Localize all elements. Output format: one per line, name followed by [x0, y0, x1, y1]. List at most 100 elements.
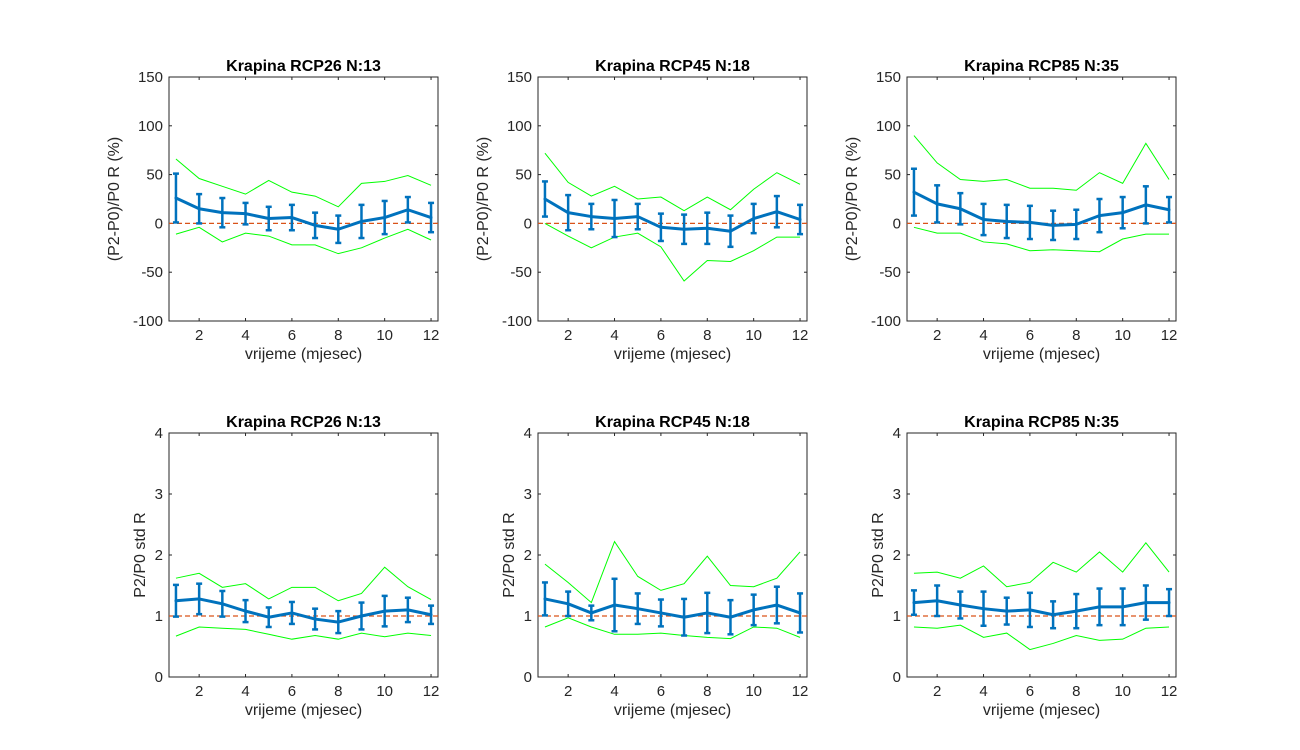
- error-bar: [634, 202, 641, 231]
- mean-line: [175, 196, 432, 231]
- error-bar: [1119, 587, 1126, 627]
- lower-bound-line: [175, 626, 432, 640]
- y-tick-label: -100: [871, 313, 901, 330]
- chart-panel-1: Krapina RCP26 N:13 2 4 6 8 10 12 -100 -50 0 50 100 1…: [106, 58, 439, 363]
- x-tick-label: 12: [1161, 327, 1178, 344]
- x-tick-label: 8: [334, 683, 342, 700]
- y-tick-label: 1: [524, 608, 532, 625]
- error-bar: [1050, 600, 1057, 630]
- upper-bound-line: [175, 158, 432, 208]
- mean-point: [935, 202, 939, 206]
- y-tick-label: 0: [893, 669, 901, 686]
- mean-point: [197, 597, 201, 601]
- y-tick-label: 150: [507, 69, 532, 86]
- mean-point: [752, 217, 756, 221]
- axes-box: [537, 432, 808, 678]
- error-bar: [265, 205, 272, 232]
- y-tick-label: 0: [155, 215, 163, 232]
- mean-point: [406, 608, 410, 612]
- lower-bound-line: [544, 222, 801, 282]
- mean-point: [728, 229, 732, 233]
- lower-bound-line: [175, 226, 432, 255]
- mean-point: [682, 227, 686, 231]
- error-bar: [1166, 195, 1173, 224]
- x-tick-label: 8: [703, 683, 711, 700]
- error-bar: [1142, 584, 1149, 621]
- x-tick-label: 10: [376, 327, 393, 344]
- chart-title: Krapina RCP26 N:13: [226, 414, 381, 431]
- error-bar: [934, 184, 941, 224]
- x-tick-label: 4: [241, 683, 249, 700]
- x-axis-label: vrijeme (mjesec): [983, 702, 1100, 719]
- error-bar: [910, 167, 917, 217]
- y-tick-label: 100: [507, 118, 532, 135]
- x-tick-label: 4: [979, 683, 987, 700]
- error-bar: [1119, 195, 1126, 230]
- y-tick-label: -50: [510, 264, 532, 281]
- y-axis-label: P2/P0 std R: [501, 512, 518, 597]
- error-bar: [242, 201, 249, 226]
- mean-point: [912, 601, 916, 605]
- mean-point: [359, 614, 363, 618]
- mean-point: [220, 211, 224, 215]
- mean-point: [543, 597, 547, 601]
- error-bar: [634, 592, 641, 626]
- mean-line: [913, 190, 1170, 227]
- error-bar: [910, 589, 917, 617]
- error-bar: [172, 583, 179, 618]
- error-bar: [1096, 197, 1103, 234]
- error-bar: [565, 590, 572, 618]
- mean-point: [429, 613, 433, 617]
- error-bar: [657, 598, 664, 628]
- x-tick-label: 2: [933, 683, 941, 700]
- x-tick-label: 4: [610, 327, 618, 344]
- mean-point: [589, 215, 593, 219]
- x-axis-label: vrijeme (mjesec): [614, 702, 731, 719]
- upper-bound-line: [544, 152, 801, 212]
- y-tick-label: 50: [884, 167, 901, 184]
- error-bar: [541, 581, 548, 617]
- x-tick-label: 12: [1161, 683, 1178, 700]
- error-bar: [750, 593, 757, 627]
- x-tick-label: 8: [703, 327, 711, 344]
- mean-point: [705, 611, 709, 615]
- mean-point: [659, 225, 663, 229]
- axes-box: [906, 76, 1177, 322]
- error-bar: [1096, 587, 1103, 627]
- error-bar: [358, 601, 365, 631]
- y-tick-label: 1: [155, 608, 163, 625]
- x-tick-label: 6: [657, 327, 665, 344]
- x-tick-label: 12: [423, 327, 440, 344]
- upper-bound-line: [913, 541, 1170, 588]
- x-axis-label: vrijeme (mjesec): [983, 346, 1100, 363]
- mean-point: [752, 608, 756, 612]
- mean-point: [982, 607, 986, 611]
- mean-point: [613, 217, 617, 221]
- y-tick-label: -50: [141, 264, 163, 281]
- error-bar: [704, 591, 711, 635]
- error-bar: [588, 604, 595, 622]
- x-tick-label: 12: [792, 327, 809, 344]
- error-bar: [288, 600, 295, 626]
- x-tick-label: 10: [376, 683, 393, 700]
- mean-point: [383, 609, 387, 613]
- error-bar: [219, 196, 226, 229]
- mean-point: [267, 615, 271, 619]
- error-bar: [934, 584, 941, 618]
- error-bar: [1026, 204, 1033, 241]
- error-bar: [565, 193, 572, 232]
- error-bar: [1142, 185, 1149, 225]
- error-bar: [1026, 591, 1033, 629]
- y-tick-label: 0: [893, 215, 901, 232]
- mean-point: [406, 208, 410, 212]
- y-tick-label: 150: [138, 69, 163, 86]
- axes-box: [537, 76, 808, 322]
- mean-point: [636, 607, 640, 611]
- mean-point: [543, 197, 547, 201]
- mean-point: [1005, 609, 1009, 613]
- error-bar: [957, 590, 964, 620]
- mean-point: [912, 190, 916, 194]
- mean-point: [566, 211, 570, 215]
